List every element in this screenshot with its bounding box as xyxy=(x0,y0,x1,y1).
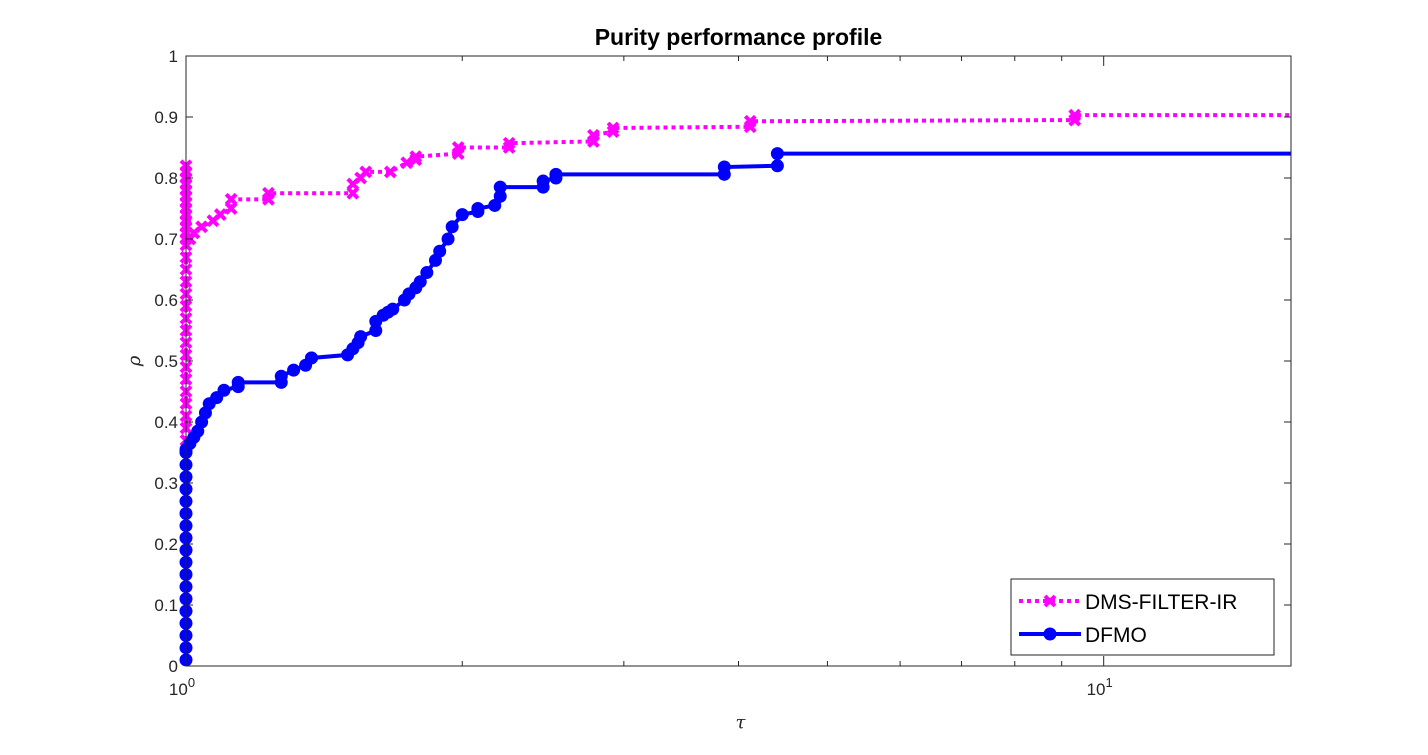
series-1-point xyxy=(493,180,507,194)
y-tick-label: 0.2 xyxy=(154,535,178,554)
x-tick-label: 100 xyxy=(169,675,195,699)
series-0-point xyxy=(1068,108,1082,122)
series-1-point xyxy=(770,159,784,173)
series-0-point xyxy=(409,150,423,164)
legend-marker-1 xyxy=(1043,627,1057,641)
y-tick-label: 0.3 xyxy=(154,474,178,493)
series-0-point xyxy=(383,165,397,179)
y-tick-label: 0.4 xyxy=(154,413,178,432)
series-1-point xyxy=(441,232,455,246)
series-1-point xyxy=(536,174,550,188)
series-1-point xyxy=(217,383,231,397)
series-0-point xyxy=(587,128,600,142)
legend-label-1: DFMO xyxy=(1085,624,1147,647)
y-tick-label: 1 xyxy=(169,47,178,66)
series-0-point xyxy=(409,153,423,167)
series-0-point xyxy=(359,165,373,179)
y-tick-label: 0.8 xyxy=(154,169,178,188)
legend-marker-0 xyxy=(1043,594,1057,608)
series-1-point xyxy=(455,208,469,222)
series-0-point xyxy=(400,156,414,170)
y-tick-label: 0.5 xyxy=(154,352,178,371)
y-tick-label: 0.1 xyxy=(154,596,178,615)
series-1-point xyxy=(770,147,784,161)
series-0-point xyxy=(606,121,620,135)
series-1-point xyxy=(274,369,288,383)
plot-area xyxy=(186,56,1291,666)
series-1-point xyxy=(717,160,731,174)
series-0-point xyxy=(451,141,465,154)
series-1-point xyxy=(413,275,427,289)
series-0-point xyxy=(213,208,227,222)
series-1-point xyxy=(386,302,400,316)
x-axis-label: τ xyxy=(736,712,747,733)
series-0-point xyxy=(262,186,275,200)
y-tick-label: 0.6 xyxy=(154,291,178,310)
series-1-point xyxy=(354,330,368,344)
legend: DMS-FILTER-IR DFMO xyxy=(1010,578,1275,656)
series-1-point xyxy=(549,167,563,181)
series-1-point xyxy=(304,351,318,365)
chart-title: Purity performance profile xyxy=(595,24,883,50)
legend-box xyxy=(1010,578,1275,656)
y-tick-label: 0.9 xyxy=(154,108,178,127)
series-0-point xyxy=(224,192,238,206)
series-1-point xyxy=(420,266,434,280)
series-1-point xyxy=(445,220,459,234)
y-tick-label: 0 xyxy=(169,657,178,676)
series-0-point xyxy=(195,220,209,234)
tick-layer: 0 0.1 0.2 0.3 0.4 0.5 0.6 0.7 0.8 0.9 1 100 101 xyxy=(154,47,1291,699)
series-0-point xyxy=(743,114,757,128)
series-1-point xyxy=(287,363,301,377)
series-1-point xyxy=(471,202,485,215)
legend-label-0: DMS-FILTER-IR xyxy=(1085,591,1237,614)
y-tick-label: 0.7 xyxy=(154,230,178,249)
series-0-point xyxy=(502,136,516,150)
series-0-point xyxy=(606,125,620,139)
series-1-point xyxy=(231,375,245,389)
y-axis-label: ρ xyxy=(124,355,145,367)
series-1-point xyxy=(433,244,447,258)
x-tick-label: 101 xyxy=(1087,675,1113,699)
